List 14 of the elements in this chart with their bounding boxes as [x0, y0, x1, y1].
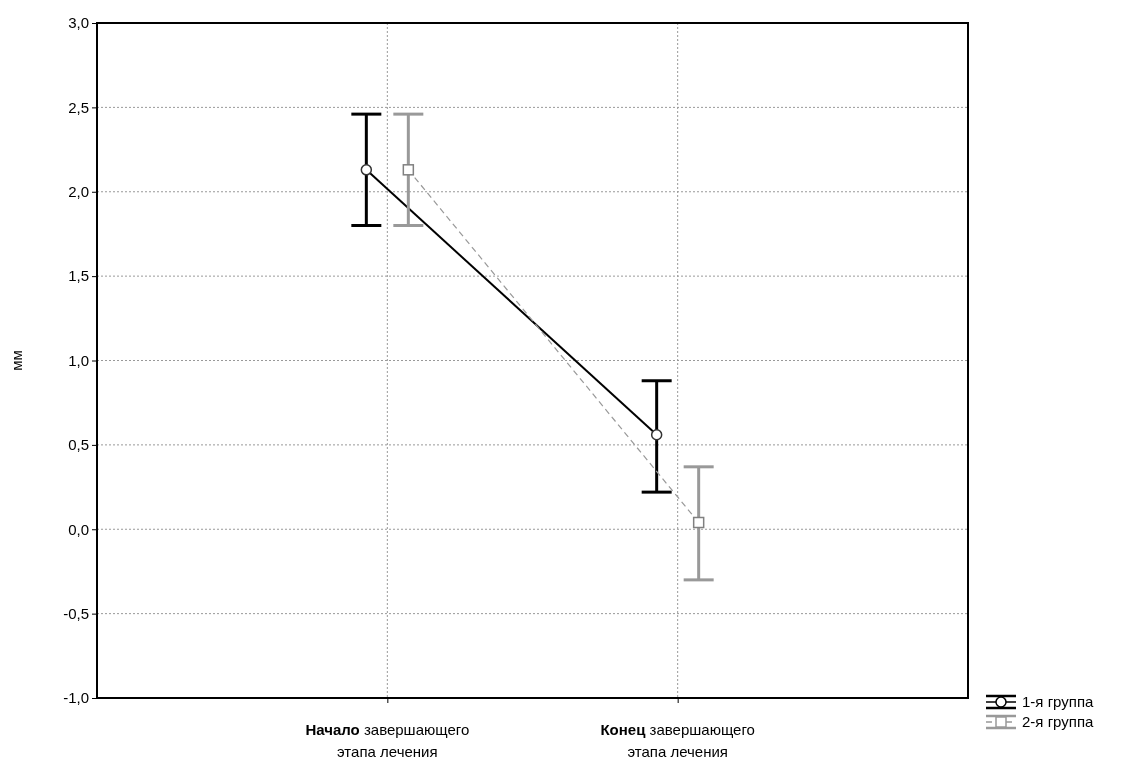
y-tick-label: -1,0 — [63, 689, 89, 707]
y-tick-label: 2,5 — [68, 98, 89, 116]
x-tick-label: Конец завершающего этапа лечения — [600, 721, 755, 760]
y-tick-label: 2,0 — [68, 183, 89, 201]
x-tick-label: Начало завершающего этапа лечения — [305, 721, 470, 760]
y-tick-label: 3,0 — [68, 14, 89, 32]
legend-label: 1-я группа — [1022, 693, 1095, 710]
y-tick-label: 0,0 — [68, 520, 89, 538]
y-tick-label: 1,0 — [68, 351, 89, 369]
y-tick-label: -0,5 — [63, 604, 89, 622]
y-tick-label: 1,5 — [68, 267, 89, 285]
y-tick-label: 0,5 — [68, 436, 89, 454]
legend-label: 2-я группа — [1022, 713, 1095, 730]
y-axis-title: мм — [8, 350, 25, 371]
